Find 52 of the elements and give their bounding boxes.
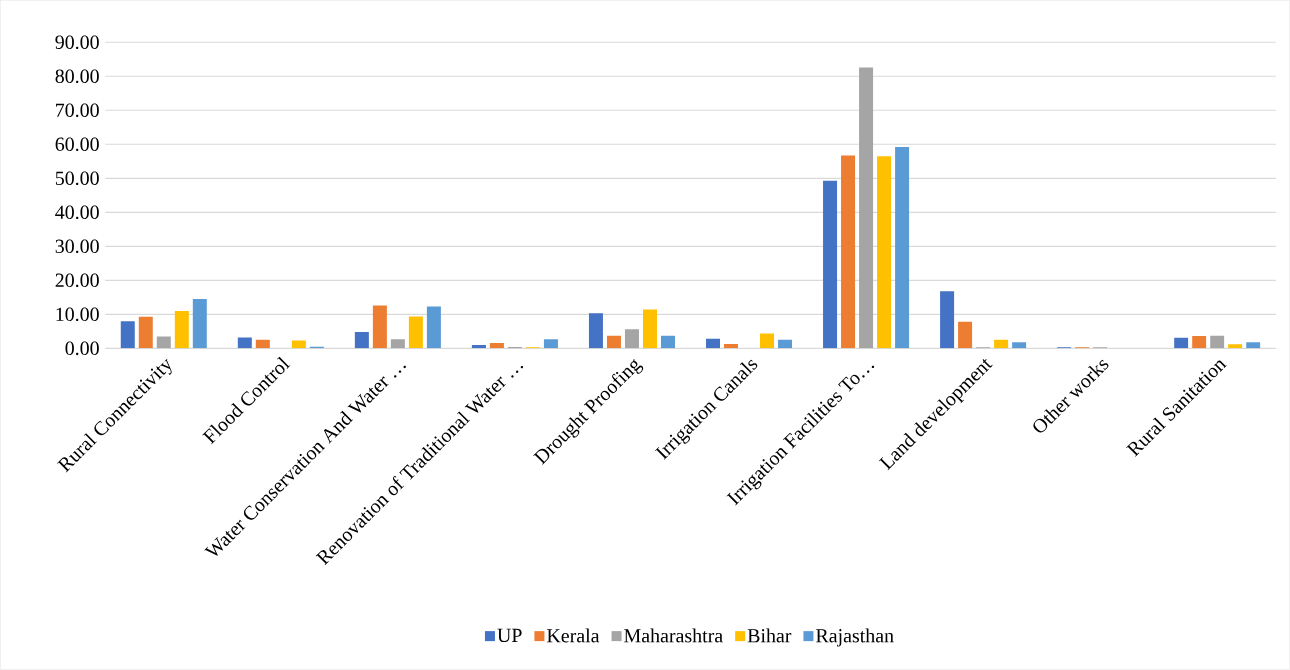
bar <box>1192 336 1207 349</box>
bar <box>237 337 252 349</box>
bar <box>192 299 207 349</box>
bar <box>1228 344 1243 349</box>
bar <box>174 311 189 349</box>
legend-label: Kerala <box>547 628 600 643</box>
y-tick-label: 80.00 <box>55 69 99 84</box>
bar <box>489 343 504 349</box>
legend-label: Rajasthan <box>816 628 894 647</box>
bar <box>642 309 657 349</box>
legend-label: UP <box>497 628 522 643</box>
legend-label: Bihar <box>747 628 792 643</box>
bar <box>372 305 387 349</box>
bar <box>255 340 270 349</box>
bar <box>1174 337 1189 349</box>
bar <box>408 316 423 349</box>
bar <box>606 335 621 349</box>
y-tick-label: 20.00 <box>55 273 99 288</box>
bar <box>895 147 910 349</box>
bar <box>994 340 1009 349</box>
bar <box>588 313 603 349</box>
bar <box>823 180 838 349</box>
bar <box>390 339 405 349</box>
bar <box>120 321 135 349</box>
bar <box>1246 342 1261 349</box>
y-tick-label: 60.00 <box>55 137 99 152</box>
bar <box>138 316 153 349</box>
y-tick-label: 30.00 <box>55 239 99 254</box>
bar <box>940 291 955 349</box>
bar <box>156 336 171 349</box>
bar <box>624 329 639 349</box>
y-tick-label: 50.00 <box>55 171 99 186</box>
bar <box>1210 335 1225 349</box>
bar <box>724 344 739 349</box>
bar <box>841 155 856 349</box>
y-tick-label: 0.00 <box>65 341 99 356</box>
bar <box>958 321 973 349</box>
bar <box>778 340 793 349</box>
y-tick-label: 40.00 <box>55 205 99 220</box>
bar <box>859 67 874 349</box>
bar <box>354 332 369 349</box>
y-tick-label: 90.00 <box>55 35 99 50</box>
y-tick-label: 10.00 <box>56 307 99 322</box>
bar <box>877 156 892 349</box>
bar <box>760 333 775 349</box>
bar <box>706 338 720 349</box>
bar <box>1012 342 1027 349</box>
bar <box>426 306 441 349</box>
bar <box>660 335 675 349</box>
y-tick-label: 70.00 <box>56 103 99 118</box>
bar <box>543 339 558 349</box>
legend-label: Maharashtra <box>624 628 723 643</box>
